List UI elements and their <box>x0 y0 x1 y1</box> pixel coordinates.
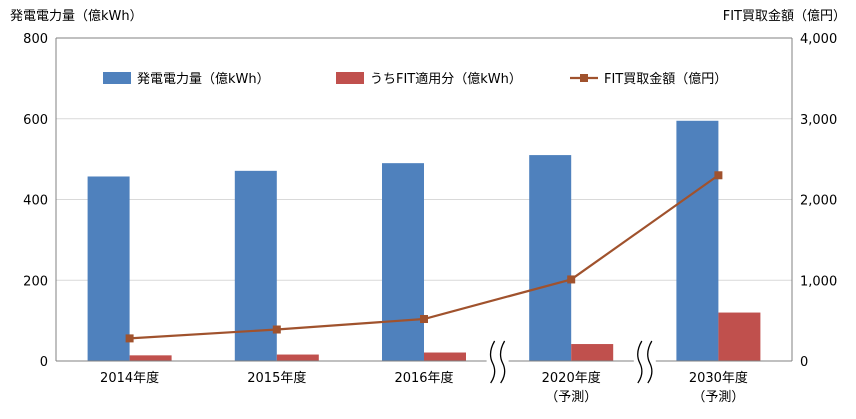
legend-label: うちFIT適用分（億kWh） <box>370 71 522 87</box>
tick-label-right: 0 <box>800 355 808 370</box>
tick-label-left: 0 <box>40 355 48 370</box>
bar-generation <box>676 120 719 361</box>
bar-fit-generation <box>718 312 761 361</box>
line-point <box>272 325 281 334</box>
bar-fit-generation <box>571 344 614 361</box>
category-labels: 2014年度 2015年度 2016年度 2020年度 （予測） 2030年度 （予測） <box>100 370 748 405</box>
line-point <box>714 171 723 180</box>
axis-break <box>633 339 656 385</box>
tick-label-right: 2,000 <box>800 194 837 209</box>
axes <box>55 37 793 362</box>
legend-item: 発電電力量（億kWh） <box>103 71 270 87</box>
line-point <box>420 315 428 324</box>
axis-breaks <box>486 339 656 385</box>
category-label: 2015年度 <box>247 370 306 386</box>
legend-label: FIT買取金額（億円） <box>604 71 727 87</box>
bar-fit-generation <box>276 354 319 361</box>
legend-item: FIT買取金額（億円） <box>570 71 727 87</box>
category-sublabel: （予測） <box>692 390 744 405</box>
tick-label-right: 1,000 <box>800 274 837 289</box>
line-point <box>125 334 134 343</box>
legend-item: うちFIT適用分（億kWh） <box>336 71 522 87</box>
bar-fit-generation <box>424 352 466 361</box>
category-sublabel: （予測） <box>545 390 597 405</box>
tick-label-left: 600 <box>23 113 48 128</box>
fit-line-series <box>125 171 723 343</box>
bar-fit-generation <box>129 355 172 361</box>
axis-break <box>486 339 509 385</box>
tick-label-right: 3,000 <box>800 113 837 128</box>
tick-labels: 0 200 400 600 800 0 1,000 2,000 3,000 4,000 <box>23 32 837 370</box>
legend-marker <box>580 74 588 82</box>
bar-generation <box>87 176 130 361</box>
category-label: 2030年度 <box>689 370 748 386</box>
legend: 発電電力量（億kWh） うちFIT適用分（億kWh） FIT買取金額（億円） <box>103 71 727 87</box>
bar-generation <box>529 155 572 361</box>
bar-generation <box>382 163 424 361</box>
category-label: 2014年度 <box>100 370 159 386</box>
tick-label-right: 4,000 <box>800 32 837 47</box>
line-point <box>567 275 576 284</box>
legend-swatch <box>103 72 131 84</box>
category-label: 2020年度 <box>542 370 601 386</box>
tick-label-left: 800 <box>23 32 48 47</box>
category-label: 2016年度 <box>394 370 453 386</box>
tick-label-left: 400 <box>23 194 48 209</box>
tick-label-left: 200 <box>23 274 48 289</box>
legend-swatch <box>336 72 364 84</box>
legend-label: 発電電力量（億kWh） <box>137 71 270 87</box>
y-axis-title-right: FIT買取金額（億円） <box>723 8 846 24</box>
bars <box>87 120 761 361</box>
y-axis-title-left: 発電電力量（億kWh） <box>10 8 143 24</box>
